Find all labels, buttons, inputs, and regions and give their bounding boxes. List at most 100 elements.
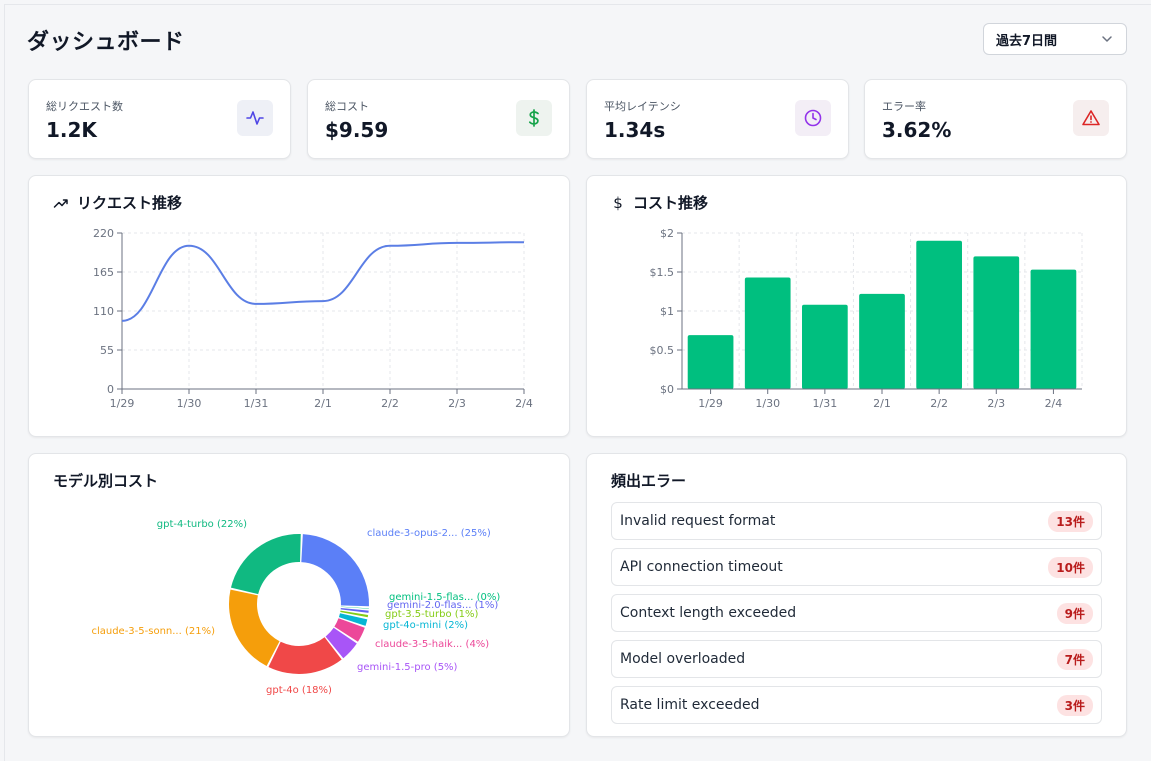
y-tick-label: $2 [660, 227, 674, 240]
error-row[interactable]: Invalid request format 13件 [611, 502, 1102, 540]
dollar-icon: $ [613, 193, 623, 212]
x-tick-label: 2/2 [381, 397, 399, 410]
activity-icon [237, 100, 273, 136]
slice-label: gemini-2.0-flas... (1%) [387, 600, 498, 611]
donut-slice [340, 607, 369, 613]
error-count-badge: 13件 [1048, 510, 1093, 532]
cost-bar-chart: $0 $0.5 $1 $1.5 $2 1/29 1/30 1/31 2/1 2/2 2/3 2/4 [650, 227, 1083, 410]
cost-bar [744, 277, 791, 389]
trending-up-icon [53, 198, 68, 208]
cost-bar [1030, 269, 1077, 389]
alert-triangle-icon [1073, 100, 1109, 136]
donut-slice [268, 637, 342, 674]
slice-label: gpt-4o-mini (2%) [383, 620, 468, 631]
error-label: API connection timeout [620, 559, 783, 575]
error-row[interactable]: Context length exceeded 9件 [611, 594, 1102, 632]
x-tick-label: 2/4 [1045, 397, 1063, 410]
x-tick-label: 2/2 [930, 397, 948, 410]
stat-card-error-rate: エラー率 3.62% [864, 79, 1127, 159]
model-cost-title: モデル別コスト [53, 472, 159, 490]
dollar-icon [516, 100, 552, 136]
y-tick-label: $1.5 [650, 266, 675, 279]
date-range-value: 過去7日間 [996, 33, 1058, 49]
donut-slice [338, 613, 368, 626]
error-row[interactable]: Model overloaded 7件 [611, 640, 1102, 678]
y-tick-label: $0.5 [650, 344, 675, 357]
cost-trend-card: $ コスト推移 $0 $0.5 $1 $1.5 $2 1/29 1/30 1/31 2/1 2/2… [586, 175, 1127, 437]
x-tick-label: 2/4 [515, 397, 533, 410]
slice-label: claude-3-5-sonn... (21%) [91, 626, 215, 637]
x-tick-label: 2/1 [314, 397, 332, 410]
stat-label: 総リクエスト数 [46, 100, 123, 113]
x-tick-label: 1/29 [110, 397, 135, 410]
model-cost-donut-chart: claude-3-opus-2... (25%) gemini-1.5-flas.… [91, 519, 500, 696]
y-tick-label: 0 [107, 383, 114, 396]
y-tick-label: $0 [660, 383, 674, 396]
stat-card-latency: 平均レイテンシ 1.34s [586, 79, 849, 159]
app-frame [4, 4, 1151, 761]
x-tick-label: 1/30 [177, 397, 202, 410]
cost-trend-title: $ コスト推移 [611, 192, 708, 213]
cost-bar [859, 293, 905, 389]
donut-slice [229, 589, 280, 667]
stat-value: 3.62% [882, 118, 952, 142]
slice-label: gemini-1.5-pro (5%) [357, 662, 458, 673]
y-tick-label: 55 [100, 344, 114, 357]
donut-slice [230, 534, 301, 595]
request-trend-card: リクエスト推移 0 55 110 165 220 1/29 1/30 1/31 2/1 2/2 2/… [28, 175, 570, 437]
x-tick-label: 1/31 [244, 397, 269, 410]
slice-label: gemini-1.5-flas... (0%) [389, 592, 500, 603]
slice-label: claude-3-opus-2... (25%) [367, 528, 491, 539]
error-count-badge: 10件 [1048, 556, 1093, 578]
x-tick-label: 2/3 [448, 397, 466, 410]
stat-value: $9.59 [325, 118, 389, 142]
clock-icon [795, 100, 831, 136]
donut-slice [301, 534, 369, 607]
card-title-text: リクエスト推移 [77, 194, 183, 212]
error-count-badge: 3件 [1056, 694, 1093, 716]
date-range-select[interactable]: 過去7日間 [983, 23, 1127, 55]
chevron-down-icon [1102, 36, 1112, 42]
error-count-badge: 9件 [1056, 602, 1093, 624]
slice-label: gpt-3.5-turbo (1%) [385, 609, 479, 620]
stat-value: 1.2K [46, 118, 97, 142]
error-row[interactable]: Rate limit exceeded 3件 [611, 686, 1102, 724]
x-tick-label: 1/29 [698, 397, 723, 410]
cost-bar [973, 256, 1020, 389]
stat-label: 総コスト [325, 100, 369, 113]
frequent-errors-card: 頻出エラー Invalid request format 13件 API con… [586, 453, 1127, 737]
donut-slice [340, 610, 369, 618]
x-tick-label: 2/1 [873, 397, 891, 410]
y-tick-label: 165 [93, 266, 114, 279]
page-title: ダッシュボード [27, 30, 185, 55]
donut-slice [340, 606, 369, 609]
slice-label: gpt-4o (18%) [266, 685, 332, 696]
x-tick-label: 2/3 [987, 397, 1005, 410]
slice-label: gpt-4-turbo (22%) [157, 519, 247, 530]
error-label: Context length exceeded [620, 605, 797, 621]
donut-slice [325, 627, 357, 659]
error-label: Rate limit exceeded [620, 697, 760, 713]
stat-value: 1.34s [604, 118, 666, 142]
error-row[interactable]: API connection timeout 10件 [611, 548, 1102, 586]
stat-card-cost: 総コスト $9.59 [307, 79, 570, 159]
request-series-line [121, 241, 525, 322]
cost-bar [802, 304, 848, 389]
stat-label: 平均レイテンシ [604, 100, 681, 113]
stat-label: エラー率 [882, 100, 926, 113]
frequent-errors-title: 頻出エラー [611, 472, 687, 490]
x-tick-label: 1/31 [813, 397, 838, 410]
stat-card-requests: 総リクエスト数 1.2K [28, 79, 291, 159]
donut-slice [334, 618, 365, 642]
model-cost-card: モデル別コスト claude-3-opus-2... (25%) gemini-1… [28, 453, 570, 737]
error-label: Model overloaded [620, 651, 746, 667]
error-count-badge: 7件 [1056, 648, 1093, 670]
y-tick-label: 110 [93, 305, 114, 318]
error-label: Invalid request format [620, 513, 776, 529]
slice-label: claude-3-5-haik... (4%) [375, 639, 489, 650]
cost-bar [916, 240, 962, 389]
card-title-text: コスト推移 [633, 194, 709, 212]
y-tick-label: 220 [93, 227, 114, 240]
cost-bar [687, 335, 734, 389]
request-line-chart: 0 55 110 165 220 1/29 1/30 1/31 2/1 2/2 2/3 2/4 [93, 227, 533, 410]
